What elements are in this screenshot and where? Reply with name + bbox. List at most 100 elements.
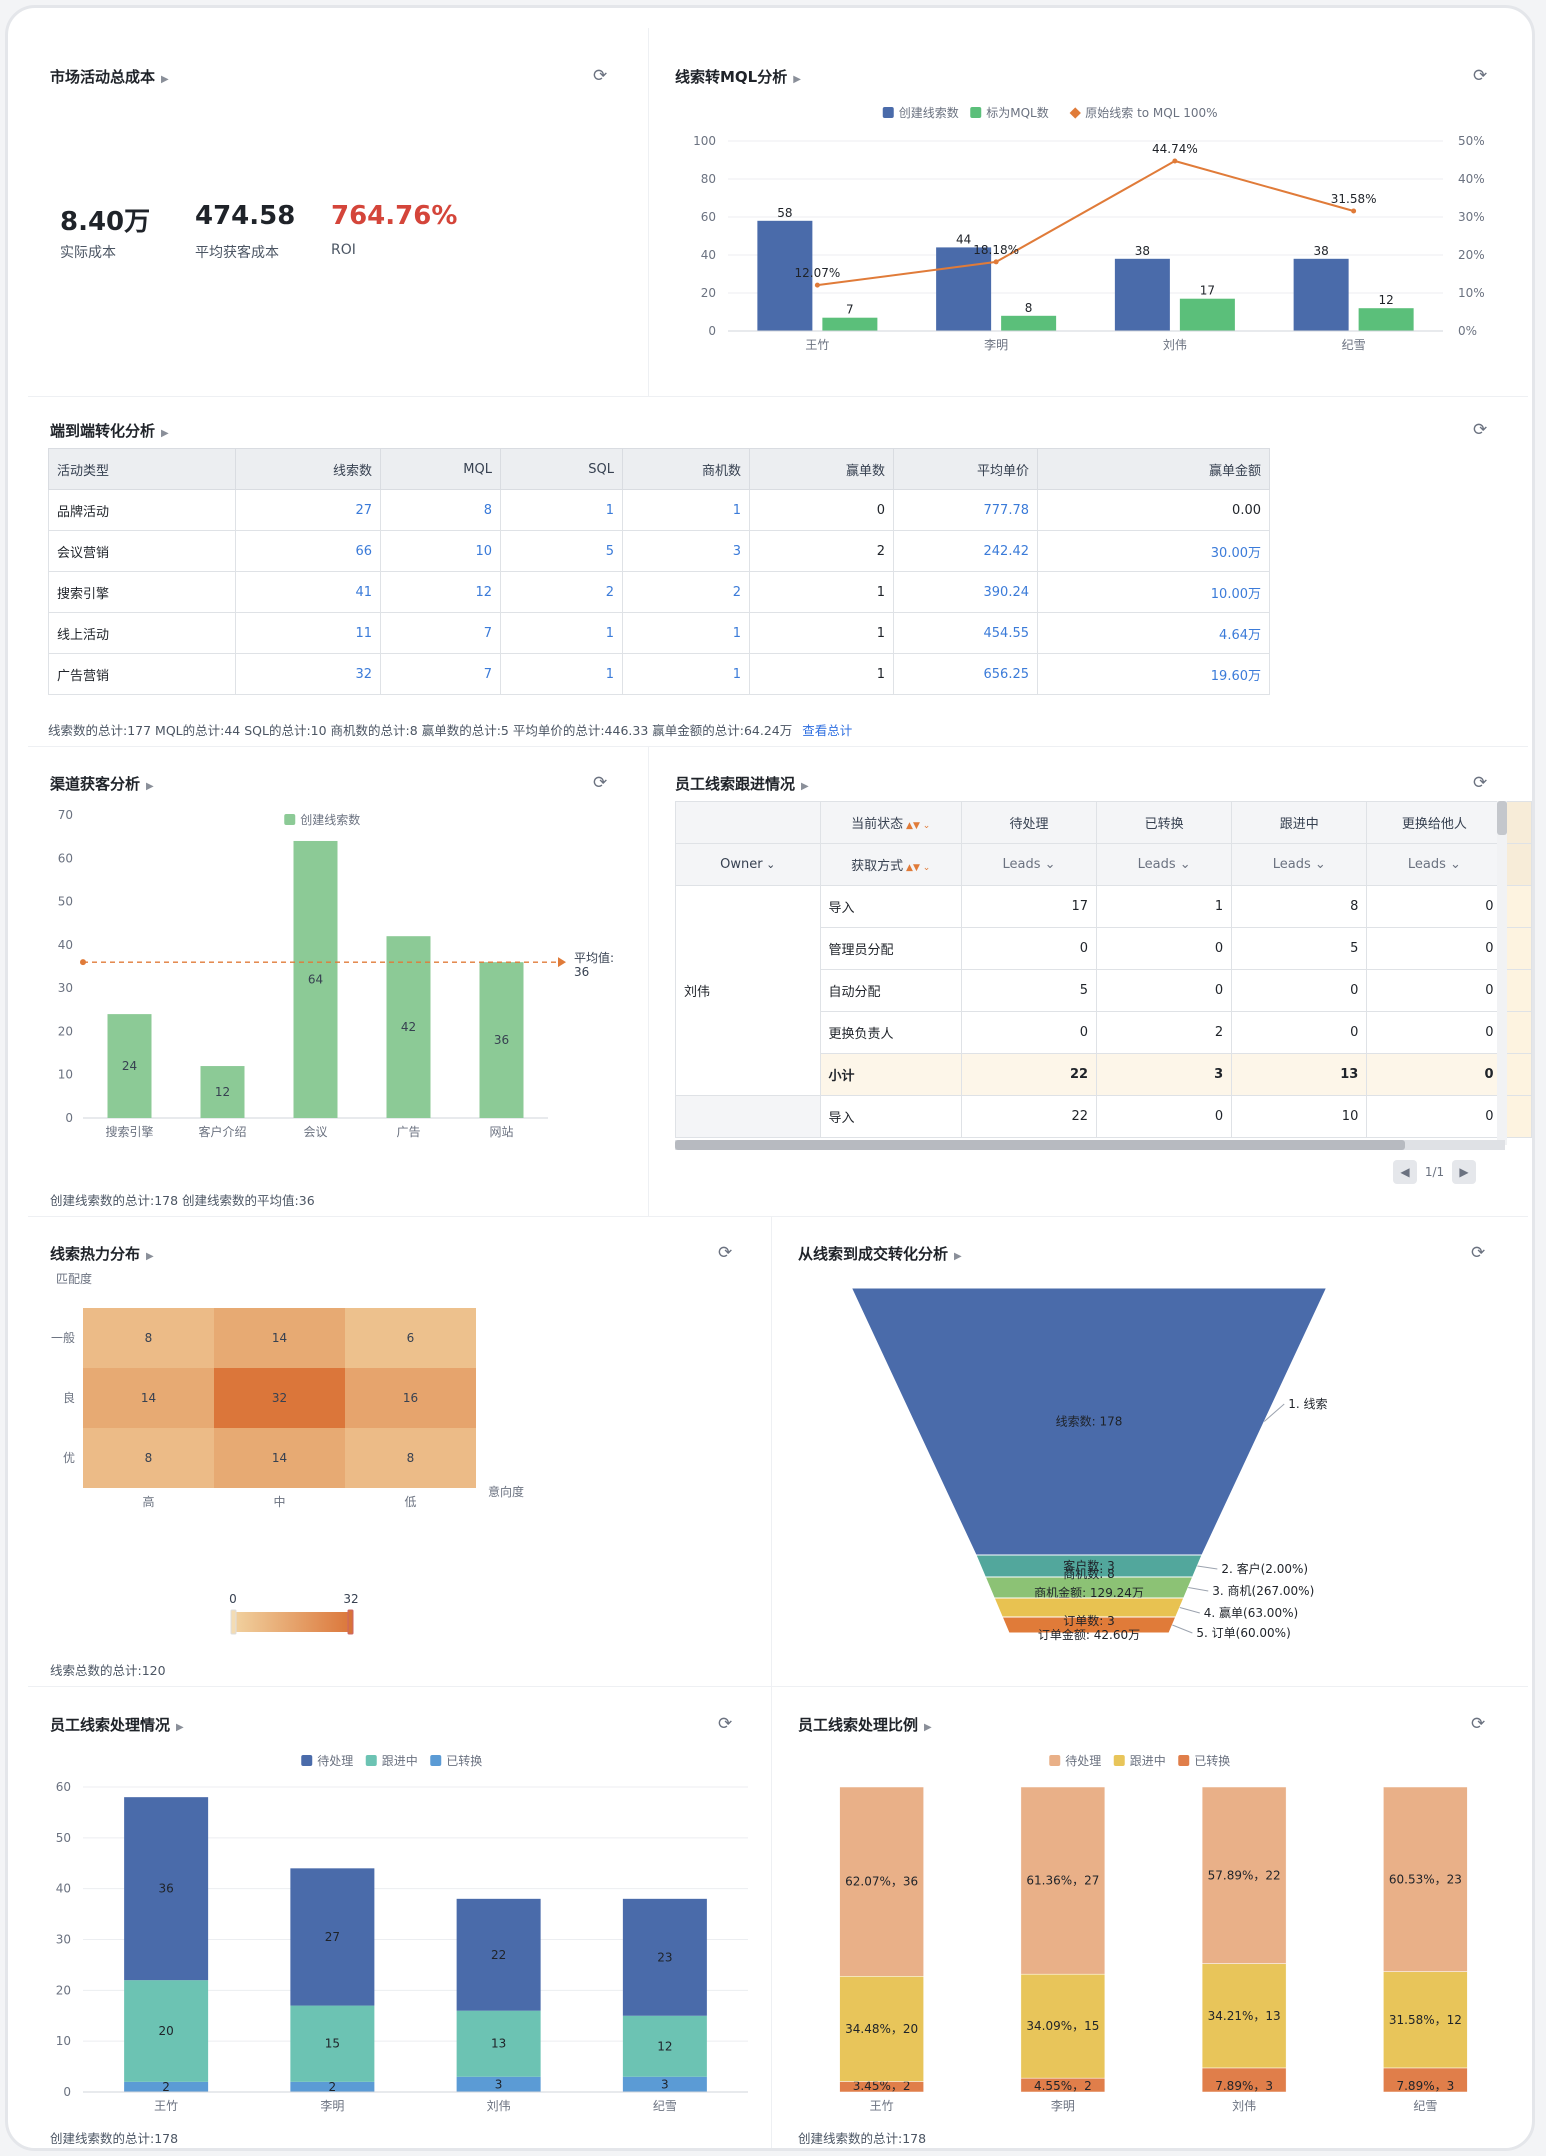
measure-header[interactable]: Leads ⌄ (1096, 843, 1233, 886)
refresh-icon[interactable]: ⟳ (1473, 420, 1488, 440)
table-cell[interactable]: 390.24 (893, 571, 1038, 613)
column-header[interactable]: 商机数 (622, 448, 750, 490)
panel-title[interactable]: 线索热力分布 ▶ (50, 1245, 154, 1263)
average-marker (80, 959, 86, 966)
state-header[interactable]: 当前状态 ▲▼ ⌄ (819, 801, 962, 844)
table-cell[interactable]: 10 (380, 530, 501, 572)
table-cell[interactable]: 1 (500, 653, 623, 695)
filter-icon[interactable]: ⌄ (1040, 857, 1056, 872)
measure-header[interactable]: Leads ⌄ (960, 843, 1098, 886)
refresh-icon[interactable]: ⟳ (1471, 1243, 1486, 1263)
panel-title[interactable]: 从线索到成交转化分析 ▶ (798, 1245, 962, 1263)
panel-title[interactable]: 端到端转化分析 ▶ (50, 422, 169, 440)
method-header[interactable]: 获取方式 ▲▼ ⌄ (819, 843, 962, 886)
table-cell[interactable]: 1 (622, 612, 750, 654)
table-cell[interactable]: 19.60万 (1037, 653, 1270, 695)
refresh-icon[interactable]: ⟳ (593, 66, 608, 86)
state-column-header[interactable]: 跟进中 (1231, 801, 1368, 844)
filter-icon[interactable]: ⌄ (1445, 857, 1461, 872)
next-page-icon[interactable]: ▶ (1451, 1160, 1476, 1184)
refresh-icon[interactable]: ⟳ (1473, 773, 1488, 793)
measure-header[interactable]: Leads ⌄ (1231, 843, 1368, 886)
table-cell[interactable]: 1 (622, 489, 750, 531)
filter-icon[interactable]: ⌄ (762, 858, 776, 871)
bar-segment (124, 1797, 209, 1981)
heat-value-label: 14 (272, 1451, 287, 1465)
table-cell[interactable]: 3 (622, 530, 750, 572)
measure-header[interactable]: Leads ⌄ (1366, 843, 1503, 886)
table-cell[interactable]: 41 (235, 571, 381, 613)
table-cell[interactable]: 7 (380, 612, 501, 654)
table-row: 线上活动 11 7 1 1 1 454.55 4.64万 (48, 612, 1270, 654)
value-cell: 0 (960, 927, 1098, 970)
method-cell: 更换负责人 (819, 1011, 962, 1054)
bar (1358, 308, 1414, 331)
table-cell[interactable]: 5 (500, 530, 623, 572)
table-cell[interactable]: 8 (380, 489, 501, 531)
table-cell[interactable]: 454.55 (893, 612, 1038, 654)
state-column-header[interactable]: 已转换 (1096, 801, 1233, 844)
panel-title[interactable]: 员工线索处理比例 ▶ (798, 1716, 932, 1734)
table-cell[interactable]: 777.78 (893, 489, 1038, 531)
line-value-label: 31.58% (1331, 192, 1377, 206)
x-tick-label: 低 (404, 1495, 416, 1509)
state-column-header[interactable]: 待处理 (960, 801, 1098, 844)
value-cell: 3 (1096, 1053, 1233, 1096)
scrollbar-thumb[interactable] (1497, 801, 1507, 835)
column-header[interactable]: 平均单价 (893, 448, 1038, 490)
table-cell[interactable]: 1 (500, 612, 623, 654)
scrollbar-thumb[interactable] (675, 1140, 1405, 1150)
panel-title[interactable]: 员工线索跟进情况 ▶ (675, 775, 809, 793)
heat-footer: 线索总数的总计:120 (50, 1663, 166, 1678)
table-cell[interactable]: 30.00万 (1037, 530, 1270, 572)
column-header[interactable]: 活动类型 (48, 448, 236, 490)
legend-label: 已转换 (1194, 1753, 1230, 1768)
state-column-header[interactable]: 更换给他人 (1366, 801, 1503, 844)
table-cell[interactable]: 242.42 (893, 530, 1038, 572)
table-cell[interactable]: 4.64万 (1037, 612, 1270, 654)
table-cell[interactable]: 10.00万 (1037, 571, 1270, 613)
table-cell[interactable]: 7 (380, 653, 501, 695)
table-cell[interactable]: 27 (235, 489, 381, 531)
table-cell[interactable]: 11 (235, 612, 381, 654)
table-cell[interactable]: 66 (235, 530, 381, 572)
view-total-link[interactable]: 查看总计 (802, 723, 853, 738)
table-cell[interactable]: 656.25 (893, 653, 1038, 695)
filter-icon[interactable]: ⌄ (1175, 857, 1191, 872)
column-header[interactable]: 赢单金额 (1037, 448, 1270, 490)
refresh-icon[interactable]: ⟳ (1473, 66, 1488, 86)
table-cell[interactable]: 12 (380, 571, 501, 613)
table-cell[interactable]: 2 (500, 571, 623, 613)
prev-page-icon[interactable]: ◀ (1393, 1160, 1417, 1184)
page-indicator: 1/1 (1424, 1164, 1445, 1179)
table-cell[interactable]: 32 (235, 653, 381, 695)
vertical-scrollbar[interactable] (1497, 801, 1507, 1145)
sort-icon[interactable]: ▲▼ ⌄ (903, 863, 931, 873)
column-header[interactable]: 赢单数 (749, 448, 894, 490)
refresh-icon[interactable]: ⟳ (593, 773, 608, 793)
refresh-icon[interactable]: ⟳ (718, 1714, 733, 1734)
y-tick-label: 20 (56, 1983, 71, 1997)
owner-header[interactable]: Owner ⌄ (675, 843, 821, 886)
bar-value-label: 7 (846, 303, 854, 317)
panel-title[interactable]: 线索转MQL分析 ▶ (675, 68, 801, 86)
column-header[interactable]: 线索数 (235, 448, 381, 490)
x-tick-label: 客户介绍 (198, 1124, 246, 1139)
panel-title[interactable]: 员工线索处理情况 ▶ (50, 1716, 184, 1734)
table-cell[interactable]: 1 (622, 653, 750, 695)
sort-icon[interactable]: ▲▼ ⌄ (903, 821, 931, 831)
table-cell[interactable]: 1 (500, 489, 623, 531)
horizontal-scrollbar[interactable] (675, 1140, 1505, 1150)
column-header[interactable]: MQL (380, 448, 501, 490)
panel-title[interactable]: 市场活动总成本 ▶ (50, 68, 169, 86)
panel-title[interactable]: 渠道获客分析 ▶ (50, 775, 154, 793)
owner-cell: 刘伟 (675, 885, 821, 1096)
bar-value-label: 57.89%，22 (1208, 1868, 1281, 1882)
refresh-icon[interactable]: ⟳ (1471, 1714, 1486, 1734)
refresh-icon[interactable]: ⟳ (718, 1243, 733, 1263)
bar-value-label: 22 (491, 1948, 506, 1962)
filter-icon[interactable]: ⌄ (1310, 857, 1326, 872)
column-header[interactable]: SQL (500, 448, 623, 490)
table-cell[interactable]: 2 (622, 571, 750, 613)
